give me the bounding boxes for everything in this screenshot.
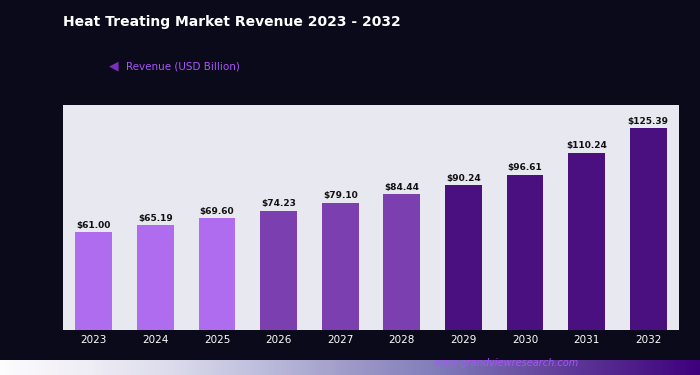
Text: Heat Treating Market Revenue 2023 - 2032: Heat Treating Market Revenue 2023 - 2032 [63,15,400,29]
Bar [507,175,543,330]
Text: $84.44: $84.44 [384,183,419,192]
Text: Revenue (USD Billion): Revenue (USD Billion) [126,62,240,72]
Text: $110.24: $110.24 [566,141,607,150]
Bar [445,185,482,330]
Bar [76,232,112,330]
Text: $96.61: $96.61 [508,164,542,172]
Text: $79.10: $79.10 [323,192,358,201]
Text: $65.19: $65.19 [138,214,173,223]
Bar [199,218,235,330]
Text: $74.23: $74.23 [261,199,296,208]
Bar [322,203,358,330]
Text: $90.24: $90.24 [446,174,481,183]
Text: www.grandviewresearch.com: www.grandviewresearch.com [434,357,578,368]
Text: $69.60: $69.60 [199,207,234,216]
Text: $125.39: $125.39 [628,117,668,126]
Text: $61.00: $61.00 [76,220,111,230]
Bar [137,225,174,330]
Bar [384,194,420,330]
Bar [630,129,666,330]
Bar [568,153,605,330]
Bar [260,211,297,330]
Text: ◀: ◀ [108,59,118,72]
